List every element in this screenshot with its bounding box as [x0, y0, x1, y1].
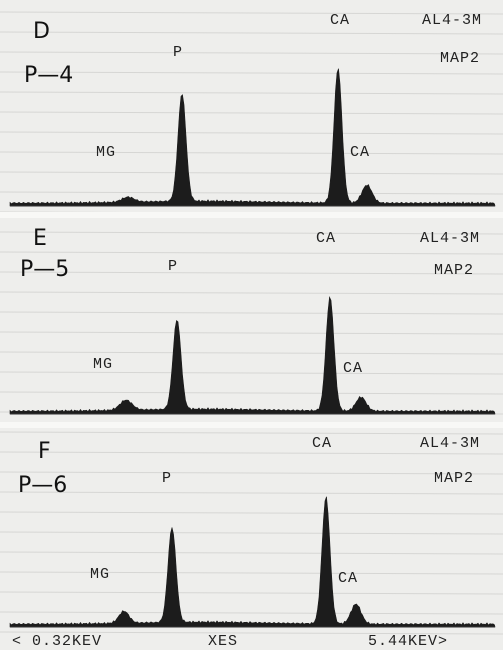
- paper-rule: [0, 551, 503, 555]
- paper-rule: [0, 611, 503, 615]
- paper-rule: [0, 511, 503, 515]
- paper-rule: [0, 471, 503, 475]
- paper-rule: [0, 491, 503, 495]
- peak-label: CA: [338, 570, 358, 587]
- specimen-label: AL4-3M: [420, 230, 480, 247]
- paper-rule: [0, 331, 503, 335]
- sample-label: P—6: [18, 473, 67, 498]
- axis-end: 5.44KEV>: [368, 633, 448, 650]
- peak-label: CA: [343, 360, 363, 377]
- paper-rule: [0, 271, 503, 275]
- map-label: MAP2: [440, 50, 480, 67]
- paper-rule: [0, 431, 503, 435]
- paper-rule: [0, 31, 503, 35]
- paper-rule: [0, 451, 503, 455]
- paper-rule: [0, 231, 503, 235]
- paper-rule: [0, 91, 503, 95]
- map-label: MAP2: [434, 470, 474, 487]
- peak-label: MG: [90, 566, 110, 583]
- peak-label: P: [162, 470, 172, 487]
- spectrum: [9, 295, 496, 415]
- paper-rule: [0, 71, 503, 75]
- specimen-label: AL4-3M: [422, 12, 482, 29]
- spectra: [0, 11, 503, 635]
- peak-label: P: [168, 258, 178, 275]
- paper-rule: [0, 371, 503, 375]
- spectrum: [9, 68, 496, 207]
- paper-rule: [0, 151, 503, 155]
- peak-label: P: [173, 44, 183, 61]
- peak-label: MG: [96, 144, 116, 161]
- paper-rule: [0, 291, 503, 295]
- axis-mode: XES: [208, 633, 238, 650]
- paper-rule: [0, 51, 503, 55]
- specimen-label: AL4-3M: [420, 435, 480, 452]
- sample-label: P—4: [24, 63, 73, 88]
- element-label: CA: [330, 12, 350, 29]
- sample-label: P—5: [20, 257, 69, 282]
- paper-rule: [0, 391, 503, 395]
- paper-rule: [0, 11, 503, 15]
- element-label: CA: [312, 435, 332, 452]
- paper-rule: [0, 251, 503, 255]
- panel-label: D: [33, 19, 50, 44]
- panel-label: E: [33, 226, 47, 251]
- paper-rule: [0, 191, 503, 195]
- panel-gap: [0, 212, 503, 218]
- spectrum: [9, 496, 496, 628]
- panel-label: F: [38, 439, 51, 464]
- paper-rule: [0, 311, 503, 315]
- paper-rule: [0, 531, 503, 535]
- peak-label: CA: [350, 144, 370, 161]
- panel-gap: [0, 422, 503, 428]
- paper-rule: [0, 571, 503, 575]
- element-label: CA: [316, 230, 336, 247]
- axis-start: < 0.32KEV: [12, 633, 102, 650]
- map-label: MAP2: [434, 262, 474, 279]
- paper-rule: [0, 171, 503, 175]
- peak-label: MG: [93, 356, 113, 373]
- paper-rule: [0, 351, 503, 355]
- paper-rule: [0, 111, 503, 115]
- paper-rule: [0, 631, 503, 635]
- paper-rule: [0, 591, 503, 595]
- paper-rule: [0, 131, 503, 135]
